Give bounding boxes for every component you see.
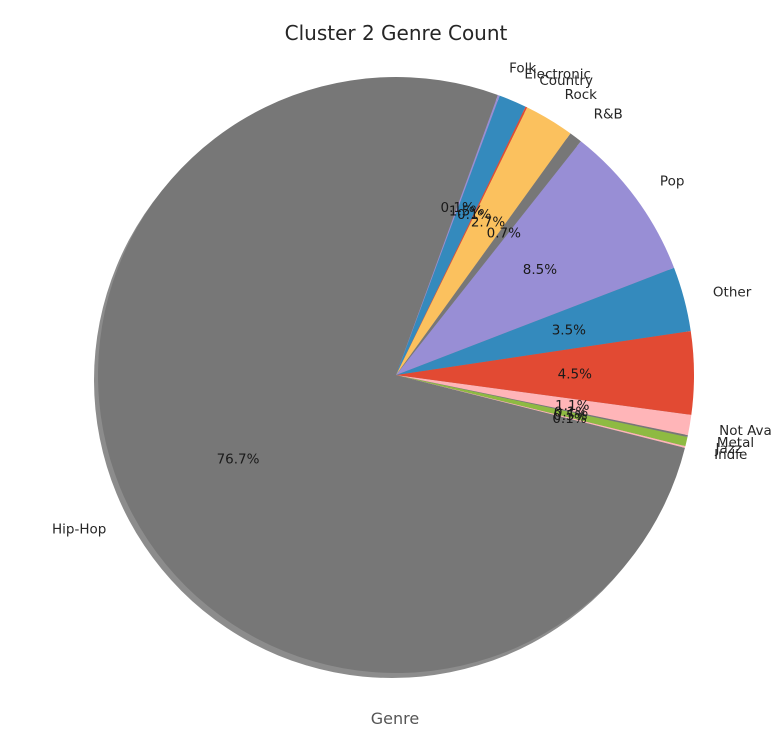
percent-label: 0.1% — [552, 411, 586, 427]
pie-slice-r-b — [396, 133, 581, 375]
category-label: Rock — [565, 87, 597, 103]
percent-label: 0.1% — [457, 207, 491, 223]
pie-slice-metal — [396, 375, 688, 437]
category-label: Folk — [509, 60, 536, 76]
percent-label: 3.5% — [552, 322, 586, 338]
category-label: Jazz — [715, 441, 742, 457]
pie-slice-jazz — [396, 375, 688, 447]
category-label: R&B — [594, 106, 623, 122]
pie-slice-country — [396, 106, 528, 376]
pie-slice-not-available — [396, 375, 692, 436]
percent-label: 0.5% — [553, 408, 587, 424]
percent-label: 1.5% — [449, 203, 483, 219]
category-label: Electronic — [524, 66, 591, 82]
category-label: Pop — [660, 174, 685, 190]
chart-title: Cluster 2 Genre Count — [285, 21, 508, 45]
pie-slice-pop — [396, 141, 675, 375]
x-axis-label: Genre — [371, 709, 419, 728]
pie-slice-other — [396, 267, 691, 375]
percent-label: 76.7% — [217, 452, 260, 468]
pie-slice-unlabeled-5 — [396, 330, 695, 415]
percent-label: 1.1% — [555, 398, 589, 414]
percent-label: 0.1% — [441, 200, 475, 216]
category-label: Metal — [717, 435, 754, 451]
pie-slice-folk — [396, 94, 500, 376]
pie-percent-labels: 76.7%0.1%0.5%0.1%1.1%4.5%3.5%8.5%0.7%2.7… — [217, 200, 593, 468]
category-label: Country — [539, 73, 593, 89]
pie-slices — [97, 76, 695, 673]
percent-label: 8.5% — [523, 262, 557, 278]
category-label: Hip-Hop — [52, 521, 106, 537]
category-label: Indie — [714, 447, 747, 463]
percent-label: 0.7% — [487, 225, 521, 241]
pie-slice-indie — [396, 375, 686, 448]
percent-label: 4.5% — [558, 367, 592, 383]
pie-slice-hip-hop — [97, 76, 685, 673]
percent-label: 0.1% — [554, 405, 588, 421]
pie-slice-electronic — [396, 95, 526, 375]
pie-slice-rock — [396, 107, 571, 376]
category-label: Other — [713, 284, 752, 300]
category-label: Not Available — [719, 423, 773, 439]
percent-label: 2.7% — [471, 215, 505, 231]
